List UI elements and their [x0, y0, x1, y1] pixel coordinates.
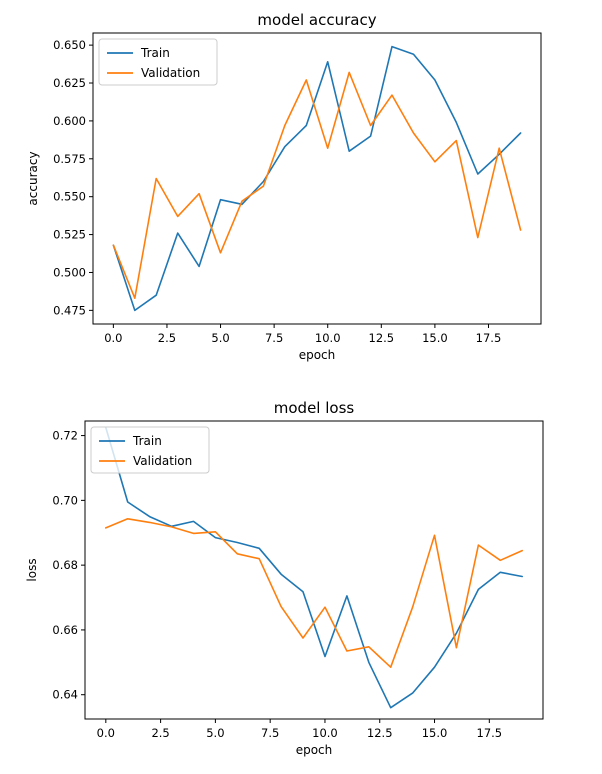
y-tick-label: 0.600	[53, 114, 86, 128]
y-tick-label: 0.575	[53, 152, 86, 166]
y-tick-label: 0.550	[53, 190, 86, 204]
x-tick-label: 17.5	[476, 331, 502, 345]
series-line-validation	[112, 71, 522, 300]
legend-label-train: Train	[140, 46, 170, 60]
x-tick-label: 17.5	[477, 726, 503, 740]
y-tick-label: 0.525	[53, 228, 86, 242]
y-tick-label: 0.70	[52, 493, 78, 507]
y-tick-label: 0.500	[53, 265, 86, 279]
plot-frame	[84, 420, 544, 720]
chart-title: model accuracy	[257, 11, 376, 29]
chart-1: 0.0 2.5 5.0 7.5 10.0 12.5 15.0 17.5 0.64 0.66 0.68…	[25, 399, 544, 757]
y-tick-label: 0.72	[52, 429, 78, 443]
x-tick-label: 15.0	[422, 726, 448, 740]
y-tick-label: 0.625	[53, 76, 86, 90]
y-tick-label: 0.64	[52, 688, 78, 702]
y-axis-label: loss	[25, 558, 39, 581]
x-axis-label: epoch	[296, 743, 333, 757]
x-tick-label: 0.0	[104, 331, 122, 345]
x-tick-label: 2.5	[158, 331, 176, 345]
y-tick-label: 0.650	[53, 38, 86, 52]
x-tick-label: 5.0	[206, 726, 224, 740]
legend-label-validation: Validation	[133, 454, 192, 468]
legend: Train Validation	[90, 426, 210, 474]
legend-label-train: Train	[132, 434, 162, 448]
legend: Train Validation	[98, 38, 218, 86]
series-line-train	[112, 45, 522, 312]
x-tick-label: 15.0	[422, 331, 448, 345]
x-tick-label: 0.0	[97, 726, 115, 740]
plot-frame	[92, 32, 542, 325]
chart-0: 0.0 2.5 5.0 7.5 10.0 12.5 15.0 17.5 0.475 0.500 0.…	[26, 11, 542, 362]
series-line-train	[105, 426, 524, 709]
x-tick-label: 10.0	[312, 726, 338, 740]
y-tick-label: 0.475	[53, 303, 86, 317]
x-tick-label: 12.5	[367, 726, 393, 740]
x-tick-label: 10.0	[315, 331, 341, 345]
chart-title: model loss	[274, 399, 355, 417]
x-tick-label: 7.5	[265, 331, 283, 345]
x-tick-label: 12.5	[369, 331, 395, 345]
x-tick-label: 5.0	[211, 331, 229, 345]
series-line-validation	[105, 517, 524, 669]
x-tick-label: 7.5	[261, 726, 279, 740]
x-axis-label: epoch	[299, 348, 336, 362]
x-tick-label: 2.5	[151, 726, 169, 740]
y-tick-label: 0.68	[52, 558, 78, 572]
y-axis-label: accuracy	[26, 151, 40, 205]
legend-label-validation: Validation	[141, 66, 200, 80]
y-tick-label: 0.66	[52, 623, 78, 637]
